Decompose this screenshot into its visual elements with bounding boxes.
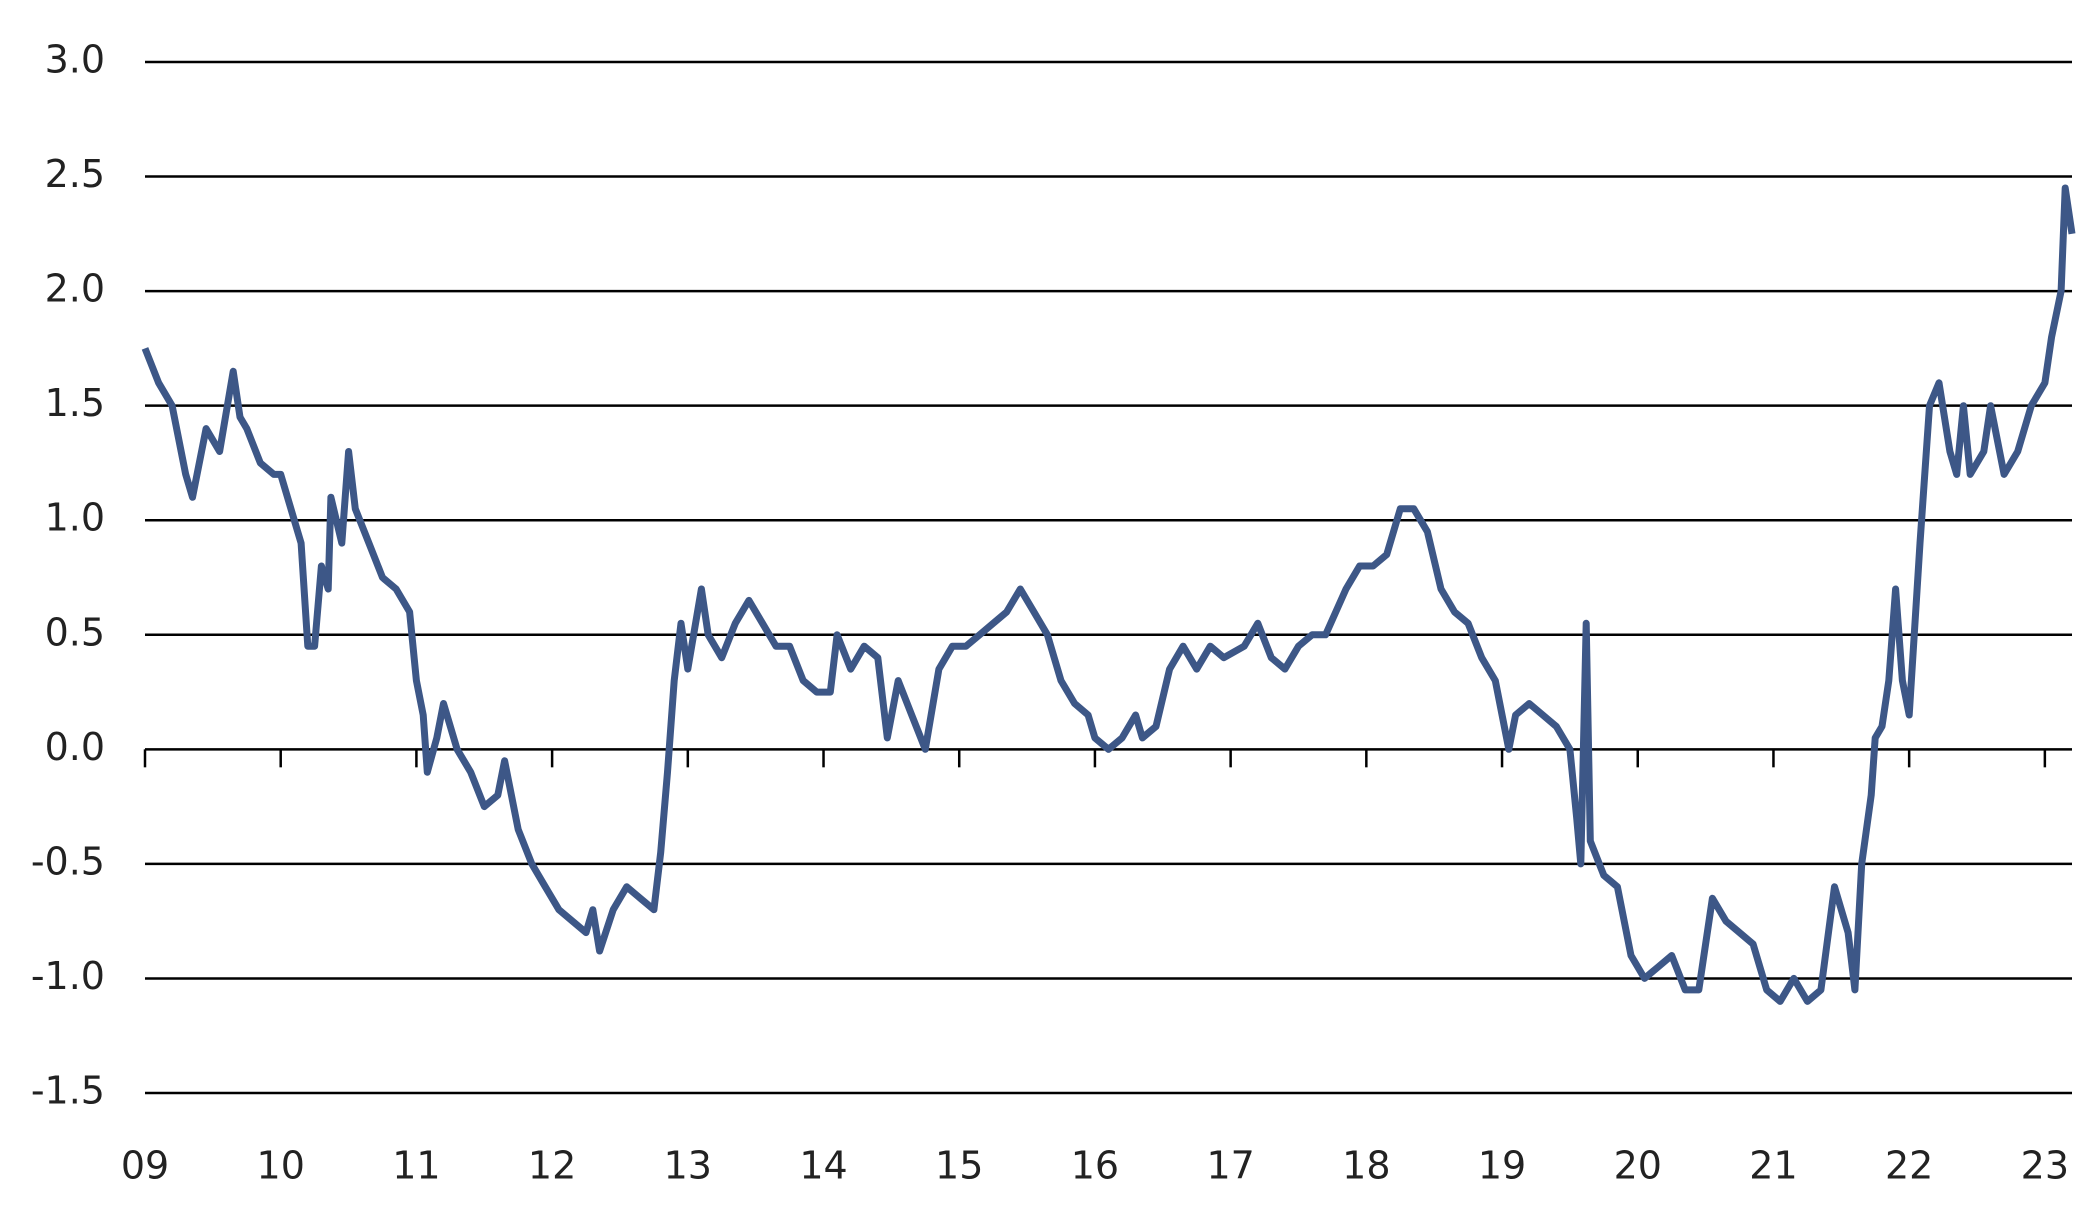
y-tick-label: 3.0 xyxy=(45,38,105,82)
y-tick-label: 2.0 xyxy=(45,267,105,311)
x-tick-label: 13 xyxy=(664,1144,712,1188)
x-tick-label: 23 xyxy=(2021,1144,2069,1188)
x-tick-label: 20 xyxy=(1614,1144,1662,1188)
y-tick-label: -1.5 xyxy=(31,1069,105,1113)
x-tick-label: 11 xyxy=(392,1144,440,1188)
x-tick-label: 09 xyxy=(121,1144,169,1188)
x-tick-label: 22 xyxy=(1885,1144,1933,1188)
y-tick-label: 0.0 xyxy=(45,725,105,769)
x-tick-label: 10 xyxy=(257,1144,305,1188)
y-tick-label: -0.5 xyxy=(31,839,105,883)
y-tick-label: -1.0 xyxy=(31,954,105,998)
x-tick-label: 14 xyxy=(799,1144,847,1188)
x-tick-label: 12 xyxy=(528,1144,576,1188)
x-tick-label: 21 xyxy=(1749,1144,1797,1188)
data-line xyxy=(141,184,2076,1005)
x-tick-label: 18 xyxy=(1342,1144,1390,1188)
y-tick-label: 0.5 xyxy=(45,610,105,654)
y-tick-label: 1.0 xyxy=(45,496,105,540)
x-tick-label: 15 xyxy=(935,1144,983,1188)
y-tick-label: 1.5 xyxy=(45,381,105,425)
x-tick-label: 19 xyxy=(1478,1144,1526,1188)
x-tick-label: 17 xyxy=(1206,1144,1254,1188)
y-tick-label: 2.5 xyxy=(45,152,105,196)
x-tick-label: 16 xyxy=(1071,1144,1119,1188)
